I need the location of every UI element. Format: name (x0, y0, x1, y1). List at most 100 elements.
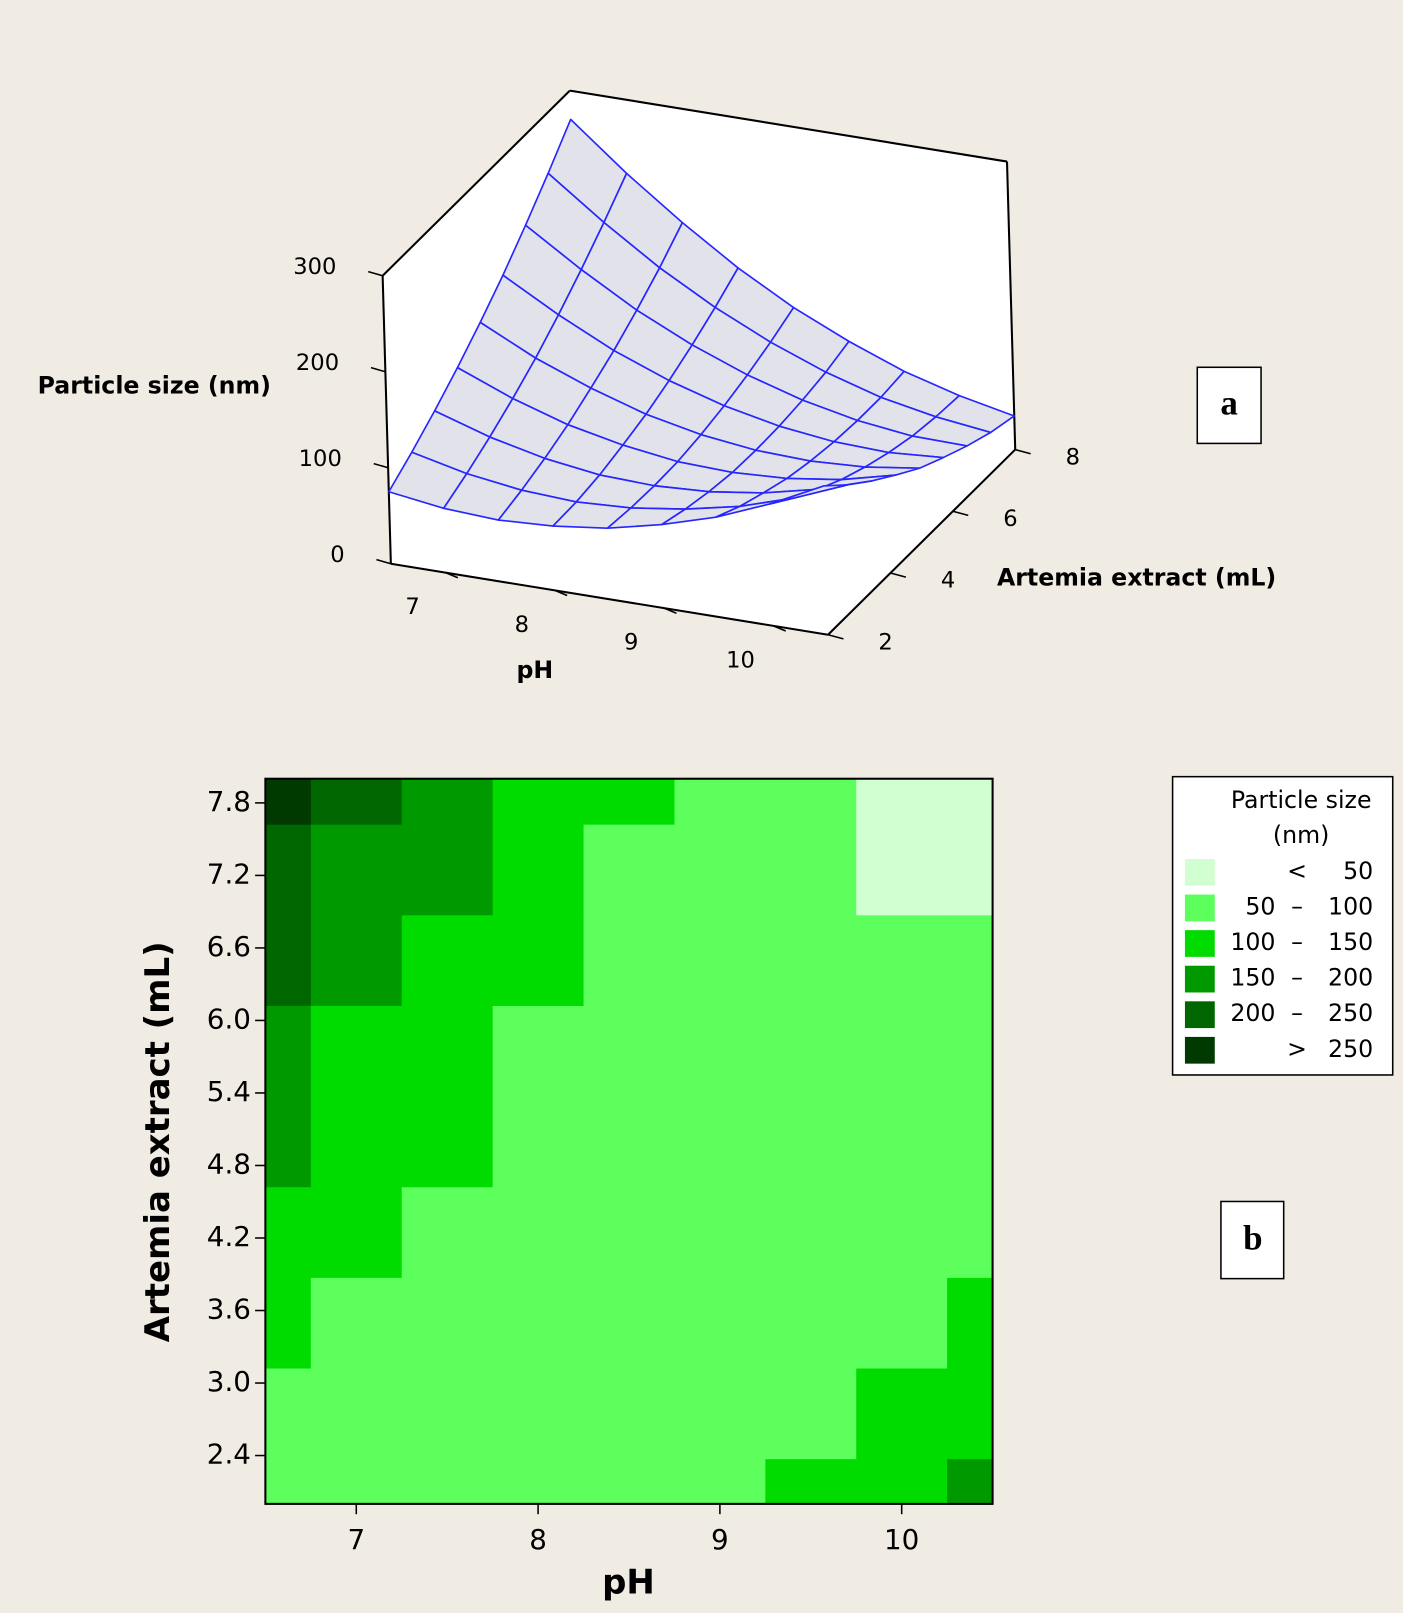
y-tick (1015, 448, 1031, 455)
contour-cell (265, 1277, 312, 1369)
contour-cell (674, 1367, 766, 1460)
contour-cell (583, 1186, 676, 1278)
contour-cell (856, 1458, 948, 1504)
box-edge (390, 562, 829, 636)
contour-cell (947, 778, 993, 825)
contour-cell (492, 778, 585, 825)
contour-cell (856, 1277, 948, 1369)
contour-cell (947, 1186, 993, 1278)
contour-cell (583, 914, 676, 1006)
legend-value: 200 (1230, 999, 1275, 1027)
legend-value: 250 (1328, 1035, 1373, 1063)
contour-cell (947, 1367, 993, 1460)
contour-cell (765, 1367, 857, 1460)
contour-cell (265, 914, 312, 1006)
contour-cell (265, 1458, 312, 1504)
z-tick (373, 462, 389, 469)
box-edge (381, 89, 571, 277)
contour-cell (947, 914, 993, 1006)
contour-cell (492, 1005, 585, 1097)
contour-cell (310, 1005, 403, 1097)
contour-cell (265, 824, 312, 916)
contour-cell (401, 1277, 494, 1369)
legend-value: 100 (1230, 928, 1275, 956)
y-tick-label: 6.0 (207, 1002, 251, 1035)
contour-cell (856, 1095, 948, 1188)
x-tick-label: 8 (529, 1523, 547, 1556)
x-tick (445, 571, 459, 579)
y-tick-label: 5.4 (207, 1075, 251, 1108)
contour-cell (265, 1005, 312, 1097)
contour-cell (674, 1005, 766, 1097)
legend-swatch (1184, 858, 1215, 886)
z-tick-label: 100 (299, 446, 342, 472)
contour-cell (310, 1458, 403, 1504)
legend-value: 150 (1230, 964, 1275, 992)
panel-box (1196, 366, 1262, 445)
legend-swatch (1184, 894, 1215, 922)
y-tick-label: 7.2 (207, 857, 251, 890)
box-edge (569, 89, 1008, 163)
legend-value: 50 (1343, 857, 1373, 885)
legend-swatch (1184, 1001, 1215, 1029)
contour-cell (674, 1277, 766, 1369)
contour-cell (583, 1005, 676, 1097)
x-tick-label: 8 (515, 612, 529, 638)
contour-cell (401, 778, 494, 825)
contour-cell (401, 1186, 494, 1278)
contour-cell (765, 824, 857, 916)
contour-cell (492, 1095, 585, 1188)
legend-op: – (1291, 892, 1303, 920)
legend-title: Particle size (1231, 786, 1372, 814)
y-tick-label: 3.0 (207, 1365, 251, 1398)
z-tick-label: 0 (330, 542, 344, 568)
contour-cell (492, 1186, 585, 1278)
y-axis-title: Artemia extract (mL) (138, 941, 178, 1342)
z-tick-label: 300 (293, 254, 336, 280)
contour-cell (856, 1005, 948, 1097)
contour-cell (401, 824, 494, 916)
legend-swatch (1184, 930, 1215, 957)
contour-cell (856, 1186, 948, 1278)
legend-value: 250 (1328, 999, 1373, 1027)
y-tick (952, 510, 969, 517)
x-tick-label: 7 (405, 594, 419, 620)
contour-cell (310, 914, 403, 1006)
contour-cell (674, 1095, 766, 1188)
x-tick (554, 589, 568, 597)
y-tick-label: 4.8 (207, 1147, 251, 1180)
contour-cell (765, 1458, 857, 1504)
contour-cell (492, 1367, 585, 1460)
panel-label: b (1243, 1219, 1262, 1258)
legend-swatch (1184, 965, 1215, 993)
contour-cell (947, 824, 993, 916)
z-tick-label: 200 (296, 350, 339, 376)
legend-value: 50 (1245, 892, 1275, 920)
contour-cell (401, 914, 494, 1006)
contour-cell (947, 1095, 993, 1188)
contour-cell (765, 1277, 857, 1369)
contour-cell (856, 778, 948, 825)
panel-box (1220, 1200, 1285, 1280)
x-tick-label: 9 (624, 630, 638, 656)
contour-cell (765, 1095, 857, 1188)
y-tick-label: 7.8 (207, 785, 251, 818)
contour-cell (265, 1367, 312, 1460)
x-axis-title: pH (517, 656, 554, 684)
contour-cell (765, 1186, 857, 1278)
box-edge (381, 275, 392, 564)
y-axis-title: Artemia extract (mL) (997, 564, 1276, 592)
contour-cell (310, 778, 403, 825)
y-tick-label: 4.2 (207, 1220, 251, 1253)
y-tick-label: 6.6 (207, 930, 251, 963)
legend-op: – (1291, 999, 1303, 1027)
contour-cell (492, 1277, 585, 1369)
x-tick-label: 10 (884, 1523, 919, 1556)
contour-cell (265, 1095, 312, 1188)
contour-cell (765, 914, 857, 1006)
contour-cell (947, 1277, 993, 1369)
contour-cell (310, 1277, 403, 1369)
legend-value: 200 (1328, 964, 1373, 992)
legend-op: < (1287, 857, 1307, 885)
y-tick-label: 2.4 (207, 1438, 251, 1471)
